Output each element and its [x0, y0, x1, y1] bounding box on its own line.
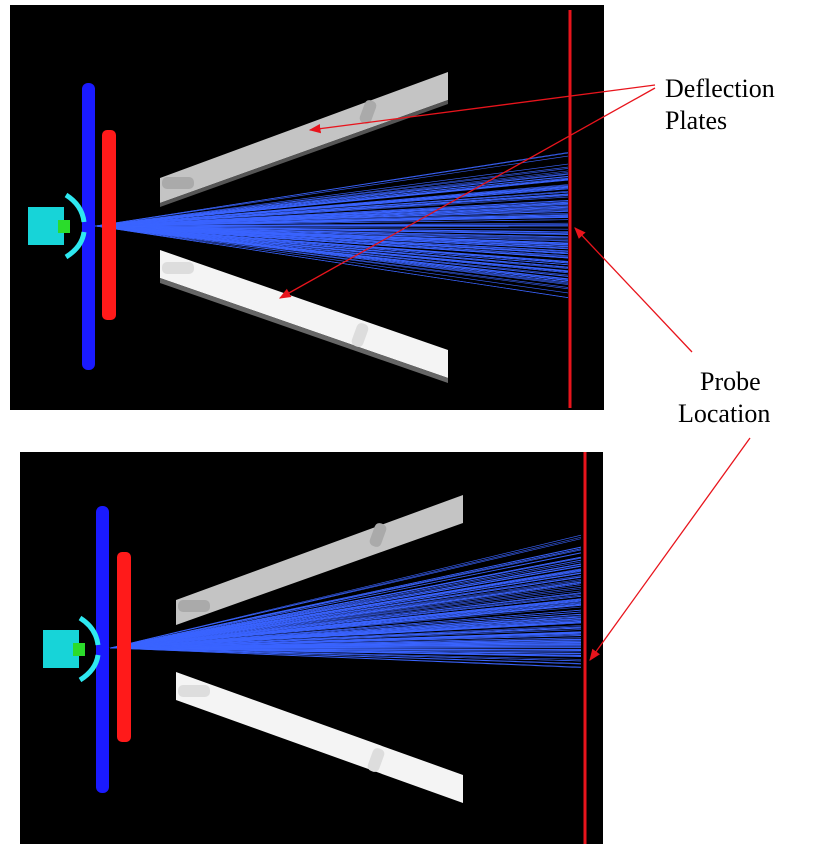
blue-plate: [82, 83, 95, 370]
plate-post: [162, 177, 194, 189]
bottom-panel: [20, 452, 603, 844]
emitter: [58, 220, 70, 233]
plate-post: [178, 685, 210, 697]
top-panel: [10, 5, 604, 410]
blue-plate: [96, 506, 109, 793]
page: Deflection Plates Probe Location (() => …: [0, 0, 814, 844]
plate-post: [162, 262, 194, 274]
figure: Deflection Plates Probe Location: [0, 0, 814, 844]
red-plate: [102, 130, 116, 320]
label: Probe: [700, 367, 761, 396]
label: Deflection: [665, 74, 775, 103]
red-plate: [117, 552, 131, 742]
emitter: [73, 643, 85, 656]
label: Location: [678, 399, 770, 428]
arrow: [590, 438, 750, 660]
plate-post: [178, 600, 210, 612]
label: Plates: [665, 106, 727, 135]
